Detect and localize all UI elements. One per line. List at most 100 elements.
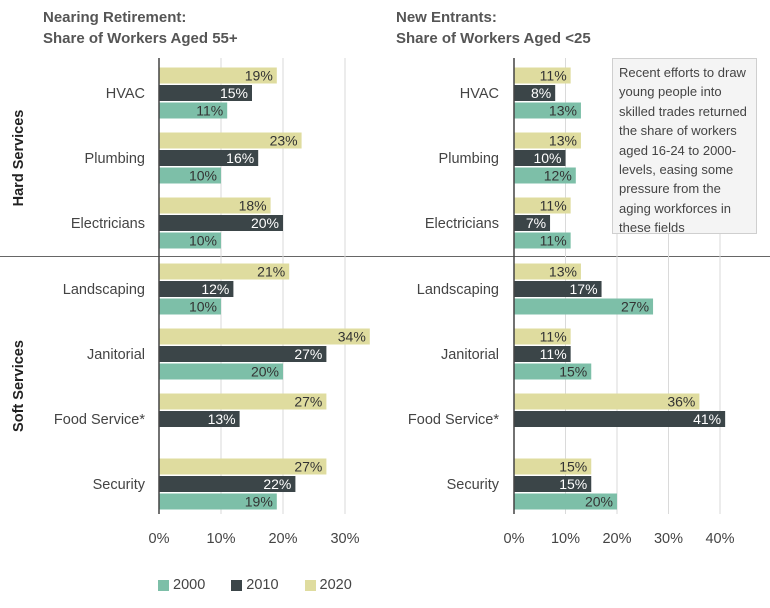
data-label-2010: 20% <box>251 215 279 231</box>
data-label-2020: 34% <box>338 329 366 345</box>
bar-2010 <box>159 85 252 101</box>
bar-2020 <box>159 132 302 149</box>
category-label: Security <box>93 477 146 493</box>
data-label-2000: 20% <box>585 494 613 510</box>
category-label: Plumbing <box>85 151 145 167</box>
legend-swatch-2020 <box>304 579 316 591</box>
category-label: Janitorial <box>87 347 145 363</box>
data-label-2020: 21% <box>257 264 285 280</box>
data-label-2020: 23% <box>270 133 298 149</box>
x-tick-label: 0% <box>149 531 170 547</box>
bar-2000 <box>159 232 221 249</box>
bar-2000 <box>514 232 571 249</box>
right-panel-title: New Entrants: Share of Workers Aged <25 <box>396 7 591 49</box>
category-label: HVAC <box>106 86 145 102</box>
bar-2010 <box>514 85 556 101</box>
data-label-2010: 15% <box>220 85 248 101</box>
bar-2010 <box>514 411 726 427</box>
left-title-line1: Nearing Retirement: <box>43 9 187 26</box>
data-label-2010: 15% <box>559 476 587 492</box>
data-label-2020: 11% <box>540 68 567 84</box>
bar-2020 <box>514 132 581 149</box>
legend-swatch-2000 <box>158 579 169 591</box>
data-label-2010: 27% <box>294 346 322 362</box>
bar-2000 <box>514 363 592 380</box>
bar-2000 <box>514 298 654 315</box>
data-label-2020: 13% <box>549 264 577 280</box>
data-label-2010: 11% <box>540 346 567 362</box>
bar-2020 <box>514 263 581 280</box>
bar-2020 <box>514 197 571 214</box>
bar-2000 <box>514 102 581 119</box>
bar-2000 <box>159 298 221 315</box>
legend-item-2000: 2000 <box>158 577 205 593</box>
data-label-2020: 27% <box>294 394 322 410</box>
data-label-2010: 12% <box>201 281 229 297</box>
category-label: Food Service* <box>408 412 499 428</box>
data-label-2000: 12% <box>544 168 572 184</box>
data-label-2020: 36% <box>667 394 695 410</box>
bar-2020 <box>514 328 571 345</box>
bar-2010 <box>514 150 566 166</box>
category-label: Landscaping <box>63 282 145 298</box>
bar-2020 <box>514 393 700 410</box>
category-label: Plumbing <box>439 151 499 167</box>
legend: 2000 2010 2020 <box>158 577 352 593</box>
bar-2000 <box>514 493 617 510</box>
data-label-2000: 11% <box>196 103 223 119</box>
data-label-2000: 11% <box>540 233 567 249</box>
bar-2000 <box>159 102 228 119</box>
legend-swatch-2010 <box>231 579 243 591</box>
data-label-2000: 13% <box>549 103 577 119</box>
data-label-2000: 10% <box>189 168 217 184</box>
x-tick-label: 10% <box>551 531 580 547</box>
legend-item-2020: 2020 <box>304 577 352 593</box>
bar-2010 <box>159 150 259 166</box>
legend-label-2010: 2010 <box>246 577 279 593</box>
data-label-2010: 10% <box>533 150 561 166</box>
data-label-2010: 22% <box>263 476 291 492</box>
bar-2000 <box>159 167 221 184</box>
bar-2010 <box>514 281 602 297</box>
data-label-2020: 13% <box>549 133 577 149</box>
left-title-line2: Share of Workers Aged 55+ <box>43 30 238 47</box>
x-tick-label: 20% <box>268 531 297 547</box>
bar-2010 <box>514 346 571 362</box>
data-label-2010: 16% <box>226 150 254 166</box>
bar-2020 <box>159 197 271 214</box>
data-label-2010: 41% <box>693 411 721 427</box>
bar-2020 <box>159 67 277 84</box>
category-label: Landscaping <box>417 282 499 298</box>
bar-2010 <box>159 346 327 362</box>
data-label-2000: 10% <box>189 299 217 315</box>
bar-2020 <box>159 263 290 280</box>
x-tick-label: 0% <box>504 531 525 547</box>
data-label-2020: 15% <box>559 459 587 475</box>
bar-2020 <box>514 67 571 84</box>
x-tick-label: 30% <box>654 531 683 547</box>
bar-2010 <box>514 476 592 492</box>
left-panel-title: Nearing Retirement: Share of Workers Age… <box>43 7 238 49</box>
bar-2020 <box>159 328 370 345</box>
data-label-2020: 18% <box>239 198 267 214</box>
bar-2010 <box>159 411 240 427</box>
bar-2020 <box>159 458 327 475</box>
data-label-2010: 7% <box>526 215 546 231</box>
bar-2010 <box>159 215 283 231</box>
bar-2000 <box>159 363 283 380</box>
category-label: Electricians <box>425 216 499 232</box>
data-label-2010: 8% <box>531 85 551 101</box>
group-label-hard-services: Hard Services <box>11 110 27 207</box>
legend-label-2020: 2020 <box>319 577 352 593</box>
x-tick-label: 20% <box>602 531 631 547</box>
data-label-2000: 20% <box>251 364 279 380</box>
bar-2010 <box>159 476 296 492</box>
data-label-2010: 13% <box>208 411 236 427</box>
x-tick-label: 30% <box>330 531 359 547</box>
bar-2000 <box>514 167 576 184</box>
bar-2010 <box>514 215 551 231</box>
x-tick-label: 10% <box>206 531 235 547</box>
data-label-2000: 10% <box>189 233 217 249</box>
category-label: Security <box>447 477 500 493</box>
